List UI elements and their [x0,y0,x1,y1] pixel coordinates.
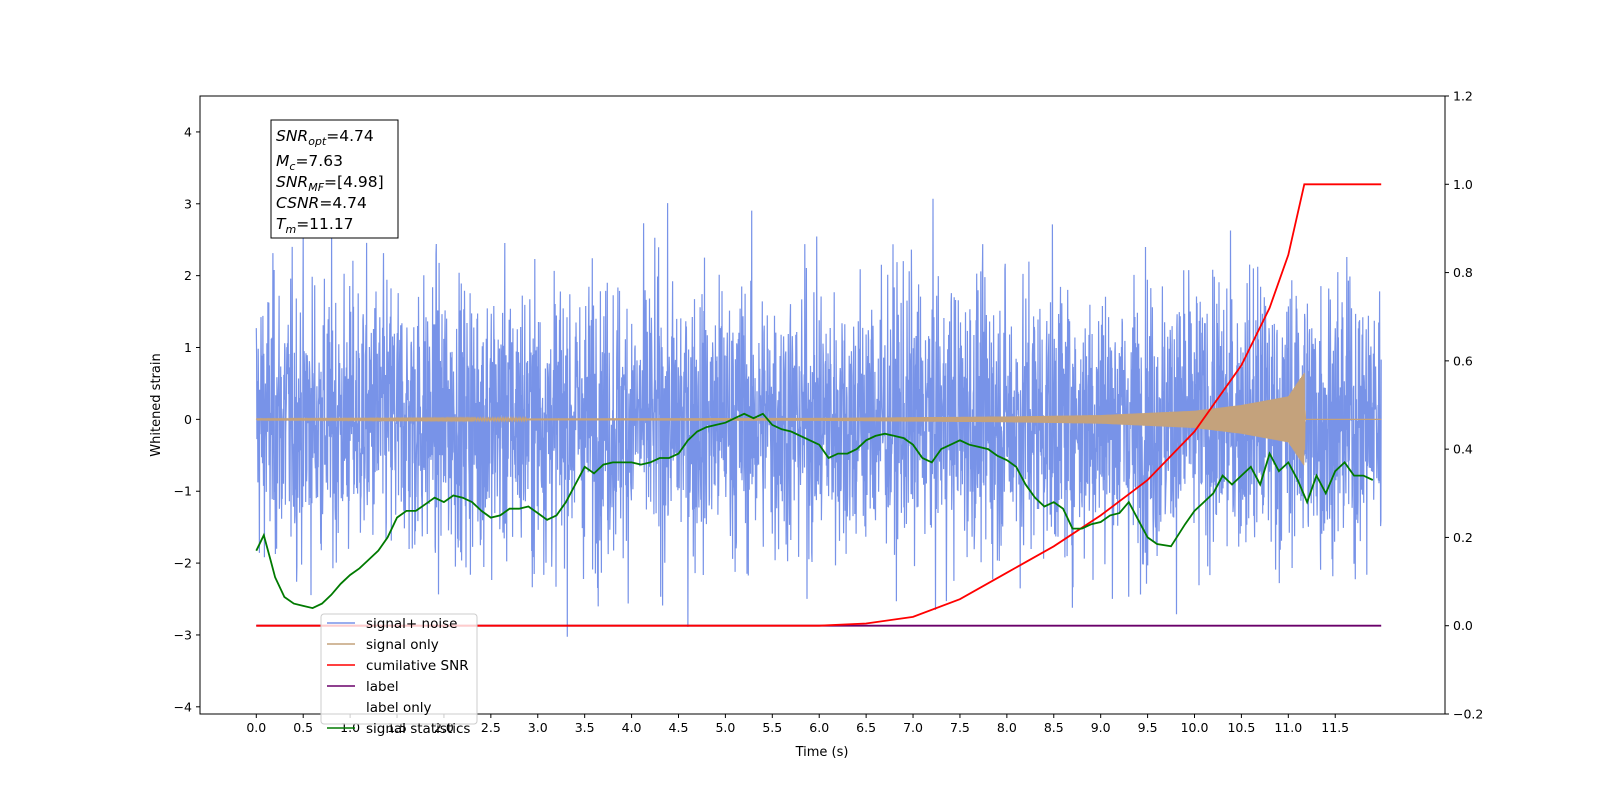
annotation-csnr: CSNR=4.74 [276,194,367,212]
y-left-tick-label: −3 [174,627,192,642]
y-right-tick-label: 0.8 [1453,265,1473,280]
x-tick-label: 2.5 [481,720,501,735]
y-left-tick-label: 0 [184,412,192,427]
x-tick-label: 5.5 [762,720,782,735]
axis-ticks: 0.0 0.5 1.0 1.5 2.0 2.5 3.0 3.5 4.0 4.5 5.0 5.5 6.0 6… [174,89,1484,736]
legend-entry-label: label only [366,700,432,716]
y-left-tick-label: −4 [174,699,192,714]
annotation-frame [270,119,399,239]
annotation-snr-mf: SNRMF=[4.98] [276,173,384,194]
y-axis-label-left: Whitened strain [149,353,164,456]
x-axis-label: Time (s) [795,745,849,760]
y-right-tick-label: 1.2 [1453,89,1473,104]
legend-entry-label: signal only [366,637,439,653]
y-left-tick-label: 4 [184,124,192,139]
legend-frame [320,613,478,725]
x-tick-label: 3.0 [528,720,548,735]
series-signal-only-line [255,372,1382,466]
x-tick-label: 11.5 [1321,720,1349,735]
series-cumulative-snr-line [256,183,1382,627]
x-tick-label: 11.0 [1274,720,1302,735]
legend-entry-label: signal+ noise [366,616,457,632]
x-tick-label: 7.5 [950,720,970,735]
annotation-box: SNRopt=4.74 Mc=7.63 SNRMF=[4.98] CSNR=4.… [270,119,399,239]
axes-frame [199,95,1446,715]
y-left-tick-label: −1 [174,484,192,499]
x-tick-label: 0.5 [293,720,313,735]
x-tick-label: 9.5 [1138,720,1158,735]
legend-entry-label: cumilative SNR [366,658,469,674]
x-tick-label: 10.5 [1227,720,1255,735]
legend: signal+ noise signal only cumilative SNR la… [320,613,478,737]
y-right-tick-label: 0.4 [1453,442,1473,457]
x-tick-label: 8.5 [1044,720,1064,735]
y-right-tick-label: 0.0 [1453,618,1473,633]
x-tick-label: 8.0 [997,720,1017,735]
y-left-tick-label: 2 [184,268,192,283]
legend-entry-label: label [366,679,399,695]
x-tick-label: 5.0 [715,720,735,735]
legend-entry-label: signal statistics [366,721,470,737]
y-left-tick-label: −2 [174,556,192,571]
y-right-tick-label: 0.6 [1453,353,1473,368]
y-right-tick-label: −0.2 [1453,707,1483,722]
x-tick-label: 0.0 [246,720,266,735]
y-left-tick-label: 3 [184,196,192,211]
x-tick-label: 9.0 [1091,720,1111,735]
x-tick-label: 4.0 [622,720,642,735]
x-tick-label: 6.5 [856,720,876,735]
annotation-tm: Tm=11.17 [276,215,354,236]
y-right-tick-label: 0.2 [1453,530,1473,545]
y-left-tick-label: 1 [184,340,192,355]
x-tick-label: 3.5 [575,720,595,735]
annotation-snr-opt: SNRopt=4.74 [276,127,374,148]
x-tick-label: 6.0 [809,720,829,735]
x-tick-label: 4.5 [669,720,689,735]
y-right-tick-label: 1.0 [1453,177,1473,192]
series-signal-statistics-line [255,412,1374,610]
x-tick-label: 10.0 [1181,720,1209,735]
x-tick-label: 7.0 [903,720,923,735]
annotation-mc: Mc=7.63 [276,152,343,173]
